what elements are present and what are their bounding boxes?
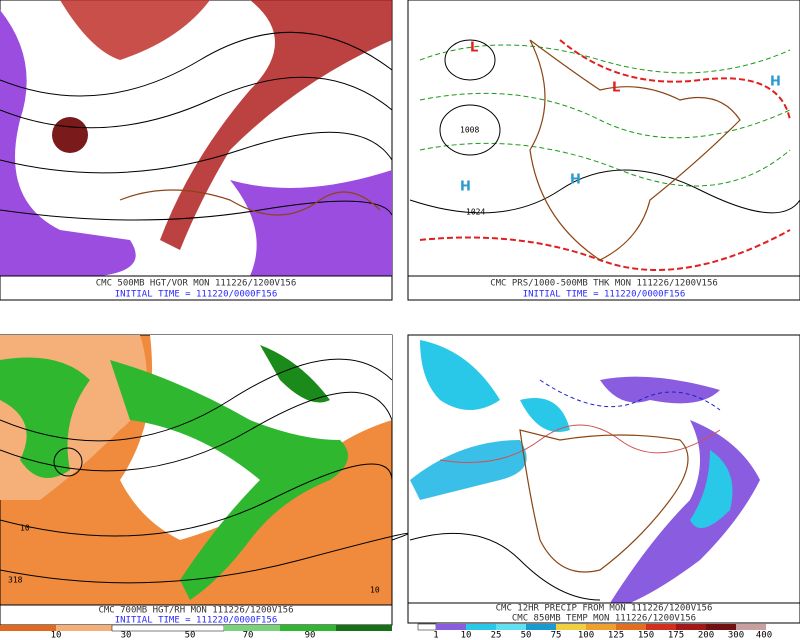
colorbar-label: 100 [578,631,594,640]
coastline [529,39,741,261]
colorbar-label: 1 [433,631,438,640]
panel-title: CMC 12HR PRECIP FROM MON 111226/1200V156 [496,604,713,614]
vorticity-area [60,0,210,60]
colorbar-label: 150 [638,631,654,640]
colorbar-swatch [616,624,646,630]
map-label: 1008 [460,126,479,135]
isobar [444,39,496,81]
panel-pressure: 1024 1008 H H L L H CMC PRS/1000-500MB T… [407,0,800,301]
precip-area [410,440,527,500]
vorticity-area [230,170,392,276]
colorbar-label: 70 [243,631,254,640]
colorbar-swatch [556,624,586,630]
contour [0,200,393,221]
colorbar-label: 50 [185,631,196,640]
precip-area [520,398,570,432]
isobar [409,169,800,214]
high-marker: H [570,173,581,188]
vorticity-area [160,0,392,250]
panel-subtitle: INITIAL TIME = 111220/0000F156 [523,290,686,300]
colorbar: 10 30 50 70 90 [0,624,392,640]
contour [0,358,393,442]
rh-area [110,360,348,600]
colorbar-swatch [586,624,616,630]
contour [53,447,83,477]
temp-contour [439,424,721,463]
panel-title: CMC 700MB HGT/RH MON 111226/1200V156 [98,606,293,616]
colorbar-label: 200 [698,631,714,640]
colorbar-label: 175 [668,631,684,640]
caption-box [0,275,393,301]
panel-precip: CMC 12HR PRECIP FROM MON 111226/1200V156… [407,334,800,640]
panel-subtitle: INITIAL TIME = 111220/0000F156 [115,290,278,300]
caption-box [407,602,800,624]
panel-subtitle: CMC 850MB TEMP MON 111226/1200V156 [512,614,696,624]
colorbar-swatch [646,624,676,630]
colorbar-label: 10 [461,631,472,640]
panel-title: CMC 500MB HGT/VOR MON 111226/1200V156 [96,279,296,289]
colorbar-label: 50 [521,631,532,640]
rh-area [260,345,330,403]
colorbar: 1 10 25 50 75 100 125 150 175 200 300 40… [417,623,772,640]
high-marker: H [770,75,781,90]
colorbar-swatch [336,625,392,631]
map-label: 10 [20,524,30,533]
colorbar-swatch [526,624,556,630]
contour [0,131,393,174]
map-frame [407,0,800,277]
colorbar-swatch [0,625,56,631]
contour [0,532,409,584]
isobar [439,104,501,156]
contour [409,532,601,601]
vorticity-area [0,10,136,276]
low-marker: L [612,81,620,96]
colorbar-label: 10 [51,631,62,640]
colorbar-swatch [706,624,736,630]
colorbar-swatch [736,624,766,630]
colorbar-swatch [417,623,437,631]
precip-area [690,450,733,528]
contour [0,463,393,537]
colorbar-swatch [224,625,280,631]
coastline [119,189,381,216]
colorbar-label: 125 [608,631,624,640]
colorbar-swatch [280,625,336,631]
colorbar-label: 90 [305,631,316,640]
map-label: 1024 [466,208,485,217]
map-label: 318 [8,576,23,585]
colorbar-swatch [56,625,112,631]
thickness-line [419,92,791,139]
precip-area [420,340,500,410]
high-marker: H [460,180,471,195]
precip-area [600,376,720,404]
colorbar-swatch [676,624,706,630]
thickness-line [559,39,791,121]
contour [0,391,393,472]
colorbar-label: 300 [728,631,744,640]
panel-500mb: CMC 500MB HGT/VOR MON 111226/1200V156 IN… [0,0,393,301]
colorbar-label: 30 [121,631,132,640]
colorbar-swatch [436,624,466,630]
contour [0,31,393,97]
map-label: 10 [370,586,380,595]
vorticity-center [52,117,88,153]
caption-box [407,275,800,301]
temp-contour [539,379,721,411]
panel-700mb: 318 10 10 CMC 700MB HGT/RH MON 111226/12… [0,334,409,640]
colorbar-swatch [496,624,526,630]
colorbar-label: 400 [756,631,772,640]
coastline [519,429,689,573]
colorbar-label: 25 [491,631,502,640]
contour [0,76,393,129]
colorbar-swatch [466,624,496,630]
panel-subtitle: INITIAL TIME = 111220/0000F156 [115,616,278,626]
low-marker: L [470,41,478,56]
panel-title: CMC PRS/1000-500MB THK MON 111226/1200V1… [490,279,718,289]
colorbar-label: 75 [551,631,562,640]
